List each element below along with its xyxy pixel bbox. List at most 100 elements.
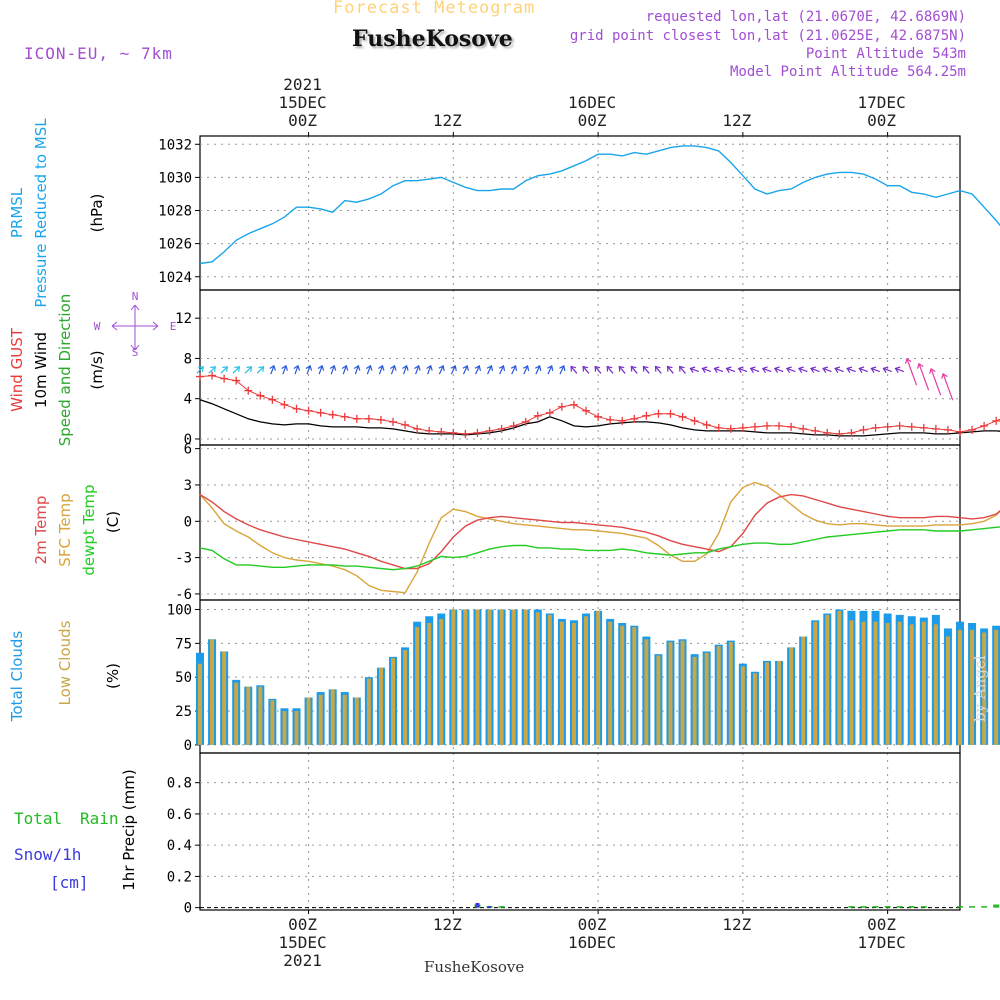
arrow-shaft [208,366,216,374]
top-time-label: 00Z [578,111,607,130]
rain-bar [920,906,927,908]
low-cloud-bar [258,686,263,745]
rain-bar [981,906,988,908]
arrow-shaft [942,373,954,401]
wind-direction-arrow [305,364,313,375]
gust-marker [726,424,735,433]
arrow-head [198,366,204,372]
gust-marker [582,406,591,415]
dewpt-label: dewpt Temp [80,484,98,575]
arrow-head [474,365,481,371]
arrow-shaft [342,365,347,375]
wind-direction-arrow [785,366,796,373]
temp-unit-label: (C) [104,511,122,533]
arrow-shaft [714,367,724,373]
arrow-shaft [450,365,456,375]
arrow-head [916,362,924,369]
gust-marker [799,424,808,433]
wind-direction-arrow [510,365,518,375]
low-cloud-bar [306,697,311,745]
low-cloud-bar [958,629,962,745]
arrow-head [894,366,901,373]
arrow-head [293,364,301,371]
gust-marker [811,426,820,435]
arrow-shaft [630,366,638,374]
arrow-shaft [798,367,808,373]
wind-direction-arrow [196,366,204,374]
model-altitude: Model Point Altitude 564.25m [729,64,966,80]
clouds-unit-label: (%) [104,663,122,689]
gust-marker [654,409,663,418]
gust-marker [895,421,904,430]
arrow-shaft [318,365,323,375]
gust-marker [437,427,446,436]
arrow-head [329,364,337,371]
arrow-shaft [930,368,942,396]
arrow-shaft [402,365,408,375]
arrow-shaft [270,365,275,375]
low-cloud-bar [885,623,890,745]
gust-marker [425,426,434,435]
wind-direction-arrow [606,365,614,374]
wind-direction-arrow [630,365,638,374]
low-cloud-bar [234,682,239,745]
arrow-shaft [738,367,748,373]
wind-direction-arrow [929,367,942,396]
ytick-label: 0 [184,901,192,917]
top-time-label: 12Z [433,111,462,130]
ytick-label: 1024 [158,270,192,286]
rain-bar [860,906,867,908]
gust-marker [268,395,277,404]
snow-label: Snow/1h [14,845,81,864]
pressure-reduced-label: Pressure Reduced to MSL [32,118,50,308]
wind-direction-arrow [365,364,373,375]
wind-direction-arrow [232,366,241,374]
gust-marker [992,416,1000,425]
gust-marker [943,425,952,434]
arrow-shaft [883,367,893,373]
low-cloud-bar [813,621,818,745]
arrow-shaft [330,365,335,375]
prmsl-label: PRMSL [8,187,26,238]
arrow-head [929,367,936,374]
arrow-shaft [475,365,480,375]
wind-direction-arrow [761,366,772,373]
wind-direction-arrow [244,366,253,374]
arrow-shaft [232,366,240,374]
low-cloud-bar [210,639,215,745]
arrow-head [689,366,696,373]
low-cloud-bar [342,694,347,745]
gust-marker [678,412,687,421]
bottom-time-label: 15DEC [278,933,326,952]
arrow-head [785,366,792,373]
arrow-shaft [762,367,772,373]
wind-direction-arrow [450,365,457,375]
pressure-unit-label: (hPa) [88,194,106,233]
arrow-shaft [834,367,844,373]
gust-marker [461,429,470,438]
gust-label: Wind GUST [8,327,26,412]
wind-panel-frame [199,289,961,446]
gust-marker [244,386,253,395]
low-cloud-bar [801,636,806,745]
wind-direction-arrow [402,364,409,375]
low-cloud-bar [752,673,757,745]
compass-n: N [132,290,139,303]
arrow-head [594,365,601,372]
low-cloud-bar [366,678,371,745]
arrow-shaft [256,366,264,374]
wind-direction-arrow [220,366,229,374]
top-time-label: 12Z [722,111,751,130]
arrow-shaft [918,363,930,391]
arrow-head [713,366,720,373]
low-cloud-bar [535,612,540,745]
wind-direction-arrow [474,365,481,375]
low-cloud-bar [692,656,697,745]
wind-direction-arrow [798,366,808,373]
precip-panel-frame [199,752,961,911]
pressure-series [199,145,1000,265]
low-cloud-bar [547,614,552,745]
arrow-head [246,366,253,372]
rain-bar [884,906,891,908]
arrow-shaft [366,365,371,375]
